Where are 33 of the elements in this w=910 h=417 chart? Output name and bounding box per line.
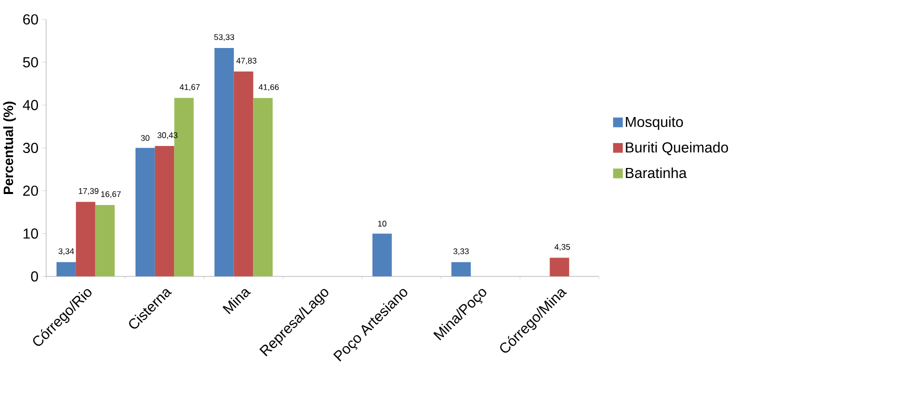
bar: [136, 148, 155, 276]
bar: [214, 48, 234, 276]
bar: [253, 98, 273, 276]
y-tick-label: 10: [24, 228, 38, 239]
data-label: 53,33: [214, 34, 234, 41]
y-tick-label: 50: [23, 57, 38, 68]
y-tick-label: 0: [31, 271, 38, 282]
data-label: 3,34: [58, 248, 74, 256]
data-label: 41,67: [180, 84, 200, 91]
y-tick-label: 40: [22, 100, 38, 110]
bar: [372, 234, 392, 276]
y-tick-label: 60: [23, 14, 38, 25]
data-label: 16,67: [101, 191, 121, 198]
bar: [154, 146, 174, 276]
bar: [451, 262, 471, 276]
data-label: 30: [140, 135, 150, 141]
y-tick-label: 20: [23, 186, 38, 196]
data-label: 4,35: [554, 244, 570, 251]
bar: [550, 258, 570, 276]
y-axis-title: Percentual (%): [3, 102, 16, 194]
bar: [95, 204, 115, 276]
legend-label: Mosquito: [626, 116, 683, 130]
data-label: 41,66: [258, 84, 279, 91]
data-label: 10: [378, 220, 386, 227]
y-tick-label: 30: [23, 142, 38, 154]
legend-label: Baratinha: [626, 167, 687, 178]
bar: [76, 202, 96, 276]
bar: [56, 262, 76, 276]
legend-label: Buriti Queimado: [626, 142, 728, 156]
data-label: 47,83: [236, 58, 256, 65]
data-label: 3,33: [453, 248, 469, 256]
data-label: 17,39: [78, 188, 98, 195]
bar: [234, 72, 254, 276]
